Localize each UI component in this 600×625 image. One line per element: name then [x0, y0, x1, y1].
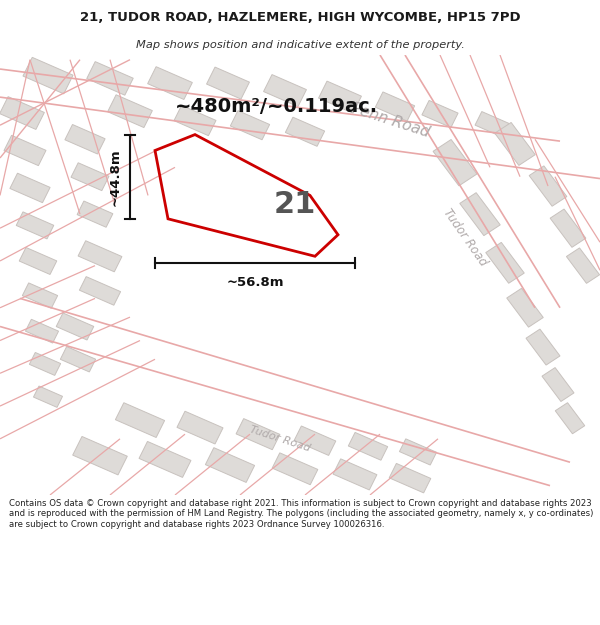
Bar: [10, 173, 50, 203]
Bar: [272, 453, 318, 485]
Bar: [263, 74, 307, 107]
Bar: [236, 419, 280, 450]
Text: Tudor Road: Tudor Road: [248, 424, 311, 453]
Bar: [555, 402, 585, 434]
Bar: [495, 122, 535, 166]
Bar: [73, 436, 127, 475]
Bar: [333, 459, 377, 490]
Bar: [0, 97, 44, 129]
Bar: [16, 212, 54, 239]
Bar: [29, 352, 61, 376]
Bar: [507, 288, 543, 327]
Text: ~44.8m: ~44.8m: [109, 148, 122, 206]
Bar: [294, 426, 336, 456]
Bar: [349, 432, 388, 460]
Bar: [115, 402, 164, 437]
Bar: [61, 346, 95, 372]
Bar: [526, 329, 560, 365]
Bar: [475, 111, 509, 137]
Text: Tudor Road: Tudor Road: [440, 206, 490, 269]
Bar: [376, 92, 415, 121]
Bar: [87, 62, 133, 95]
Text: Penn Road: Penn Road: [349, 101, 431, 140]
Bar: [77, 201, 113, 228]
Text: Contains OS data © Crown copyright and database right 2021. This information is : Contains OS data © Crown copyright and d…: [9, 499, 593, 529]
Bar: [460, 192, 500, 236]
Bar: [65, 124, 105, 154]
Bar: [56, 313, 94, 340]
Bar: [23, 58, 73, 94]
Bar: [542, 368, 574, 401]
Bar: [319, 81, 361, 113]
Bar: [79, 277, 121, 305]
Bar: [25, 319, 59, 343]
Bar: [486, 242, 524, 283]
Bar: [148, 67, 193, 99]
Bar: [19, 248, 57, 274]
Bar: [433, 139, 477, 186]
Text: 21, TUDOR ROAD, HAZLEMERE, HIGH WYCOMBE, HP15 7PD: 21, TUDOR ROAD, HAZLEMERE, HIGH WYCOMBE,…: [80, 11, 520, 24]
Bar: [566, 248, 599, 283]
Bar: [230, 111, 269, 140]
Bar: [139, 441, 191, 478]
Bar: [177, 411, 223, 444]
Bar: [205, 448, 254, 482]
Bar: [400, 439, 437, 465]
Text: ~56.8m: ~56.8m: [226, 276, 284, 289]
Bar: [34, 386, 62, 408]
Bar: [529, 166, 567, 206]
Bar: [4, 136, 46, 166]
Text: 21: 21: [274, 190, 316, 219]
Bar: [206, 67, 250, 99]
Text: ~480m²/~0.119ac.: ~480m²/~0.119ac.: [175, 97, 378, 116]
Bar: [286, 118, 325, 146]
Bar: [422, 101, 458, 127]
Bar: [107, 95, 152, 128]
Bar: [78, 241, 122, 272]
Bar: [174, 106, 216, 136]
Bar: [389, 463, 431, 493]
Bar: [22, 283, 58, 308]
Text: Map shows position and indicative extent of the property.: Map shows position and indicative extent…: [136, 39, 464, 49]
Bar: [550, 209, 586, 248]
Bar: [71, 162, 109, 191]
